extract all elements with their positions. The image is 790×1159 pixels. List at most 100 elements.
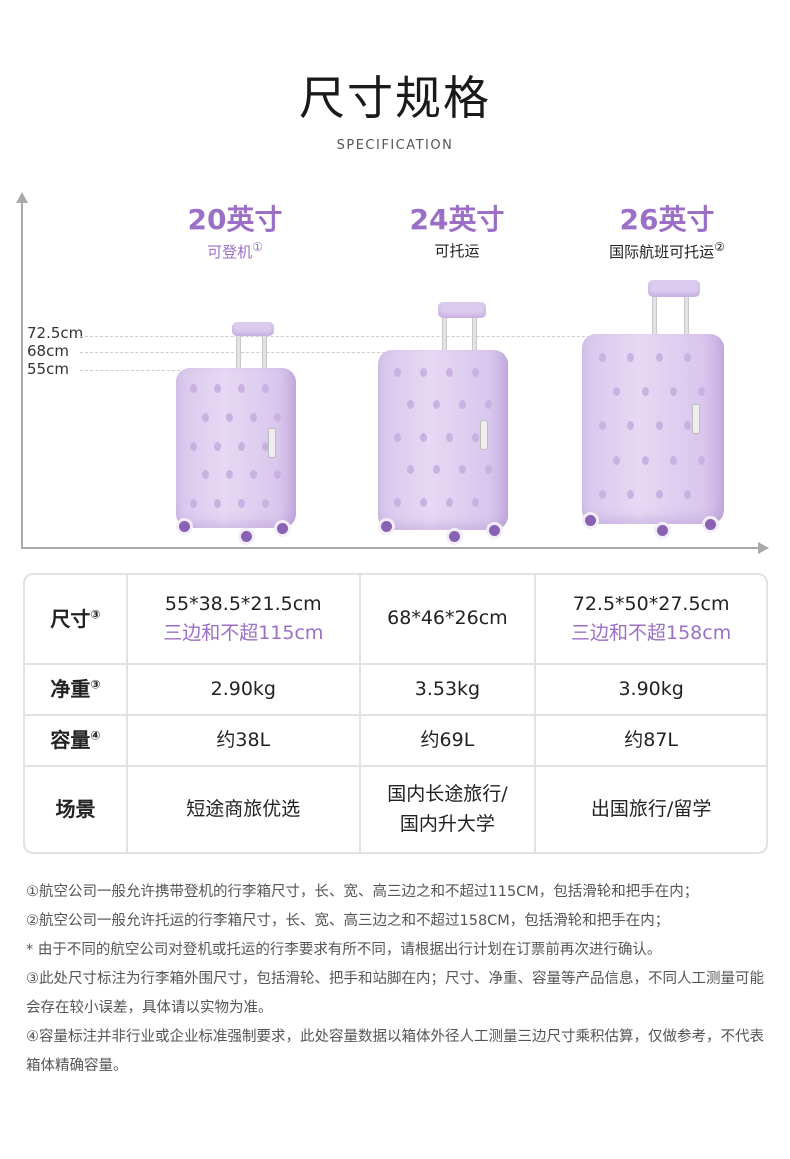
arrow-up-icon xyxy=(16,192,28,203)
dimple-dot xyxy=(238,499,246,509)
dimple-dot xyxy=(627,421,635,431)
dimple-dot xyxy=(670,387,678,397)
dimple-dot xyxy=(274,412,282,422)
dimple-dot xyxy=(599,421,607,431)
footnote: ①航空公司一般允许携带登机的行李箱尺寸，长、宽、高三边之和不超过115CM，包括… xyxy=(26,884,699,900)
dimple-dot xyxy=(419,432,427,442)
dimple-dot xyxy=(202,412,210,422)
guide-line-68 xyxy=(80,352,390,353)
table-cell: 约87L xyxy=(536,716,766,767)
dimple-dot xyxy=(250,412,258,422)
dimple-dot xyxy=(627,489,635,499)
height-label-68: 68cm xyxy=(27,342,69,360)
table-row-capacity: 容量④ 约38L 约69L 约87L xyxy=(25,716,766,767)
dimple-dot xyxy=(445,497,453,507)
dimple-dot xyxy=(655,489,663,499)
table-cell: 约69L xyxy=(360,716,537,767)
dimple-dot xyxy=(684,489,692,499)
model-note-24: 可托运 xyxy=(434,242,480,260)
model-size-26: 26英寸 xyxy=(619,203,715,236)
row-label: 净重③ xyxy=(25,665,128,716)
dimple-dot xyxy=(190,499,198,509)
page-title: 尺寸规格 xyxy=(299,71,491,125)
dimple-dot xyxy=(432,465,440,475)
dimple-dot xyxy=(250,470,258,480)
dimple-dot xyxy=(419,497,427,507)
table-row-weight: 净重③ 2.90kg 3.53kg 3.90kg xyxy=(25,665,766,716)
dimple-dot xyxy=(190,384,198,393)
dimple-dot xyxy=(226,470,234,480)
dimple-dot xyxy=(484,400,492,410)
dimple-dot xyxy=(641,455,649,465)
table-cell: 国内长途旅行/国内升大学 xyxy=(361,767,537,852)
dimple-dot xyxy=(599,489,607,499)
dimple-dot xyxy=(684,421,692,431)
dimple-dot xyxy=(274,470,282,480)
dimple-dot xyxy=(655,353,663,362)
height-label-55: 55cm xyxy=(27,360,69,378)
dimple-dot xyxy=(471,497,479,507)
dimple-dot xyxy=(445,368,453,377)
spec-table: 尺寸③ 55*38.5*21.5cm 三边和不超115cm 68*46*26cm … xyxy=(23,573,768,854)
ground-axis xyxy=(21,547,761,549)
dimple-dot xyxy=(238,384,246,393)
dimple-dot xyxy=(262,441,270,451)
dimple-dot xyxy=(262,499,270,509)
dimple-dot xyxy=(393,368,401,377)
model-note-26: 国际航班可托运② xyxy=(609,240,725,261)
dimple-dot xyxy=(406,400,414,410)
dimple-dot xyxy=(627,353,635,362)
dimple-dot xyxy=(445,432,453,442)
dimple-dot xyxy=(202,470,210,480)
table-cell: 出国旅行/留学 xyxy=(590,797,712,820)
table-cell: 72.5*50*27.5cm 三边和不超158cm xyxy=(536,575,766,665)
height-axis xyxy=(21,200,23,548)
dimple-dot xyxy=(698,455,706,465)
dimple-dot xyxy=(484,465,492,475)
footnote: ②航空公司一般允许托运的行李箱尺寸，长、宽、高三边之和不超过158CM，包括滑轮… xyxy=(26,913,670,929)
dimple-dot xyxy=(406,465,414,475)
dimple-dot xyxy=(641,387,649,397)
row-label: 场景 xyxy=(25,767,128,852)
dimple-dot xyxy=(238,441,246,451)
dimple-dot xyxy=(214,384,222,393)
dimple-dot xyxy=(698,387,706,397)
dimple-dot xyxy=(670,455,678,465)
table-cell: 约38L xyxy=(128,716,361,767)
dimple-dot xyxy=(214,441,222,451)
dimple-dot xyxy=(393,497,401,507)
page-subtitle: SPECIFICATION xyxy=(336,138,454,153)
table-cell: 55*38.5*21.5cm 三边和不超115cm xyxy=(128,575,361,665)
dimple-dot xyxy=(458,400,466,410)
table-row-size: 尺寸③ 55*38.5*21.5cm 三边和不超115cm 68*46*26cm … xyxy=(25,575,766,665)
guide-line-55 xyxy=(80,370,180,371)
dimple-dot xyxy=(471,432,479,442)
table-cell: 3.90kg xyxy=(536,665,766,716)
dimple-dot xyxy=(214,499,222,509)
dimple-dot xyxy=(613,387,621,397)
dimple-dot xyxy=(262,384,270,393)
row-label: 尺寸③ xyxy=(25,575,128,665)
height-label-72-5: 72.5cm xyxy=(27,324,84,342)
dimple-dot xyxy=(190,441,198,451)
footnotes: ①航空公司一般允许携带登机的行李箱尺寸，长、宽、高三边之和不超过115CM，包括… xyxy=(26,878,776,1081)
dimple-dot xyxy=(684,353,692,362)
table-row-scenario: 场景 短途商旅优选 国内长途旅行/国内升大学 出国旅行/留学 xyxy=(25,767,766,852)
footnote: * 由于不同的航空公司对登机或托运的行李要求有所不同，请根据出行计划在订票前再次… xyxy=(26,942,662,958)
dimple-dot xyxy=(393,432,401,442)
dimple-dot xyxy=(226,412,234,422)
dimple-dot xyxy=(613,455,621,465)
guide-line-72-5 xyxy=(80,336,600,337)
table-cell: 3.53kg xyxy=(360,665,537,716)
footnote: ④容量标注并非行业或企业标准强制要求，此处容量数据以箱体外径人工测量三边尺寸乘积… xyxy=(26,1029,764,1074)
dimple-dot xyxy=(471,368,479,377)
table-cell: 短途商旅优选 xyxy=(128,767,361,852)
table-cell: 2.90kg xyxy=(128,665,361,716)
model-size-24: 24英寸 xyxy=(409,203,505,236)
table-cell: 68*46*26cm xyxy=(360,575,537,665)
dimple-dot xyxy=(432,400,440,410)
model-size-20: 20英寸 xyxy=(187,203,283,236)
row-label: 容量④ xyxy=(25,716,128,767)
dimple-dot xyxy=(458,465,466,475)
footnote: ③此处尺寸标注为行李箱外围尺寸，包括滑轮、把手和站脚在内；尺寸、净重、容量等产品… xyxy=(26,971,764,1016)
